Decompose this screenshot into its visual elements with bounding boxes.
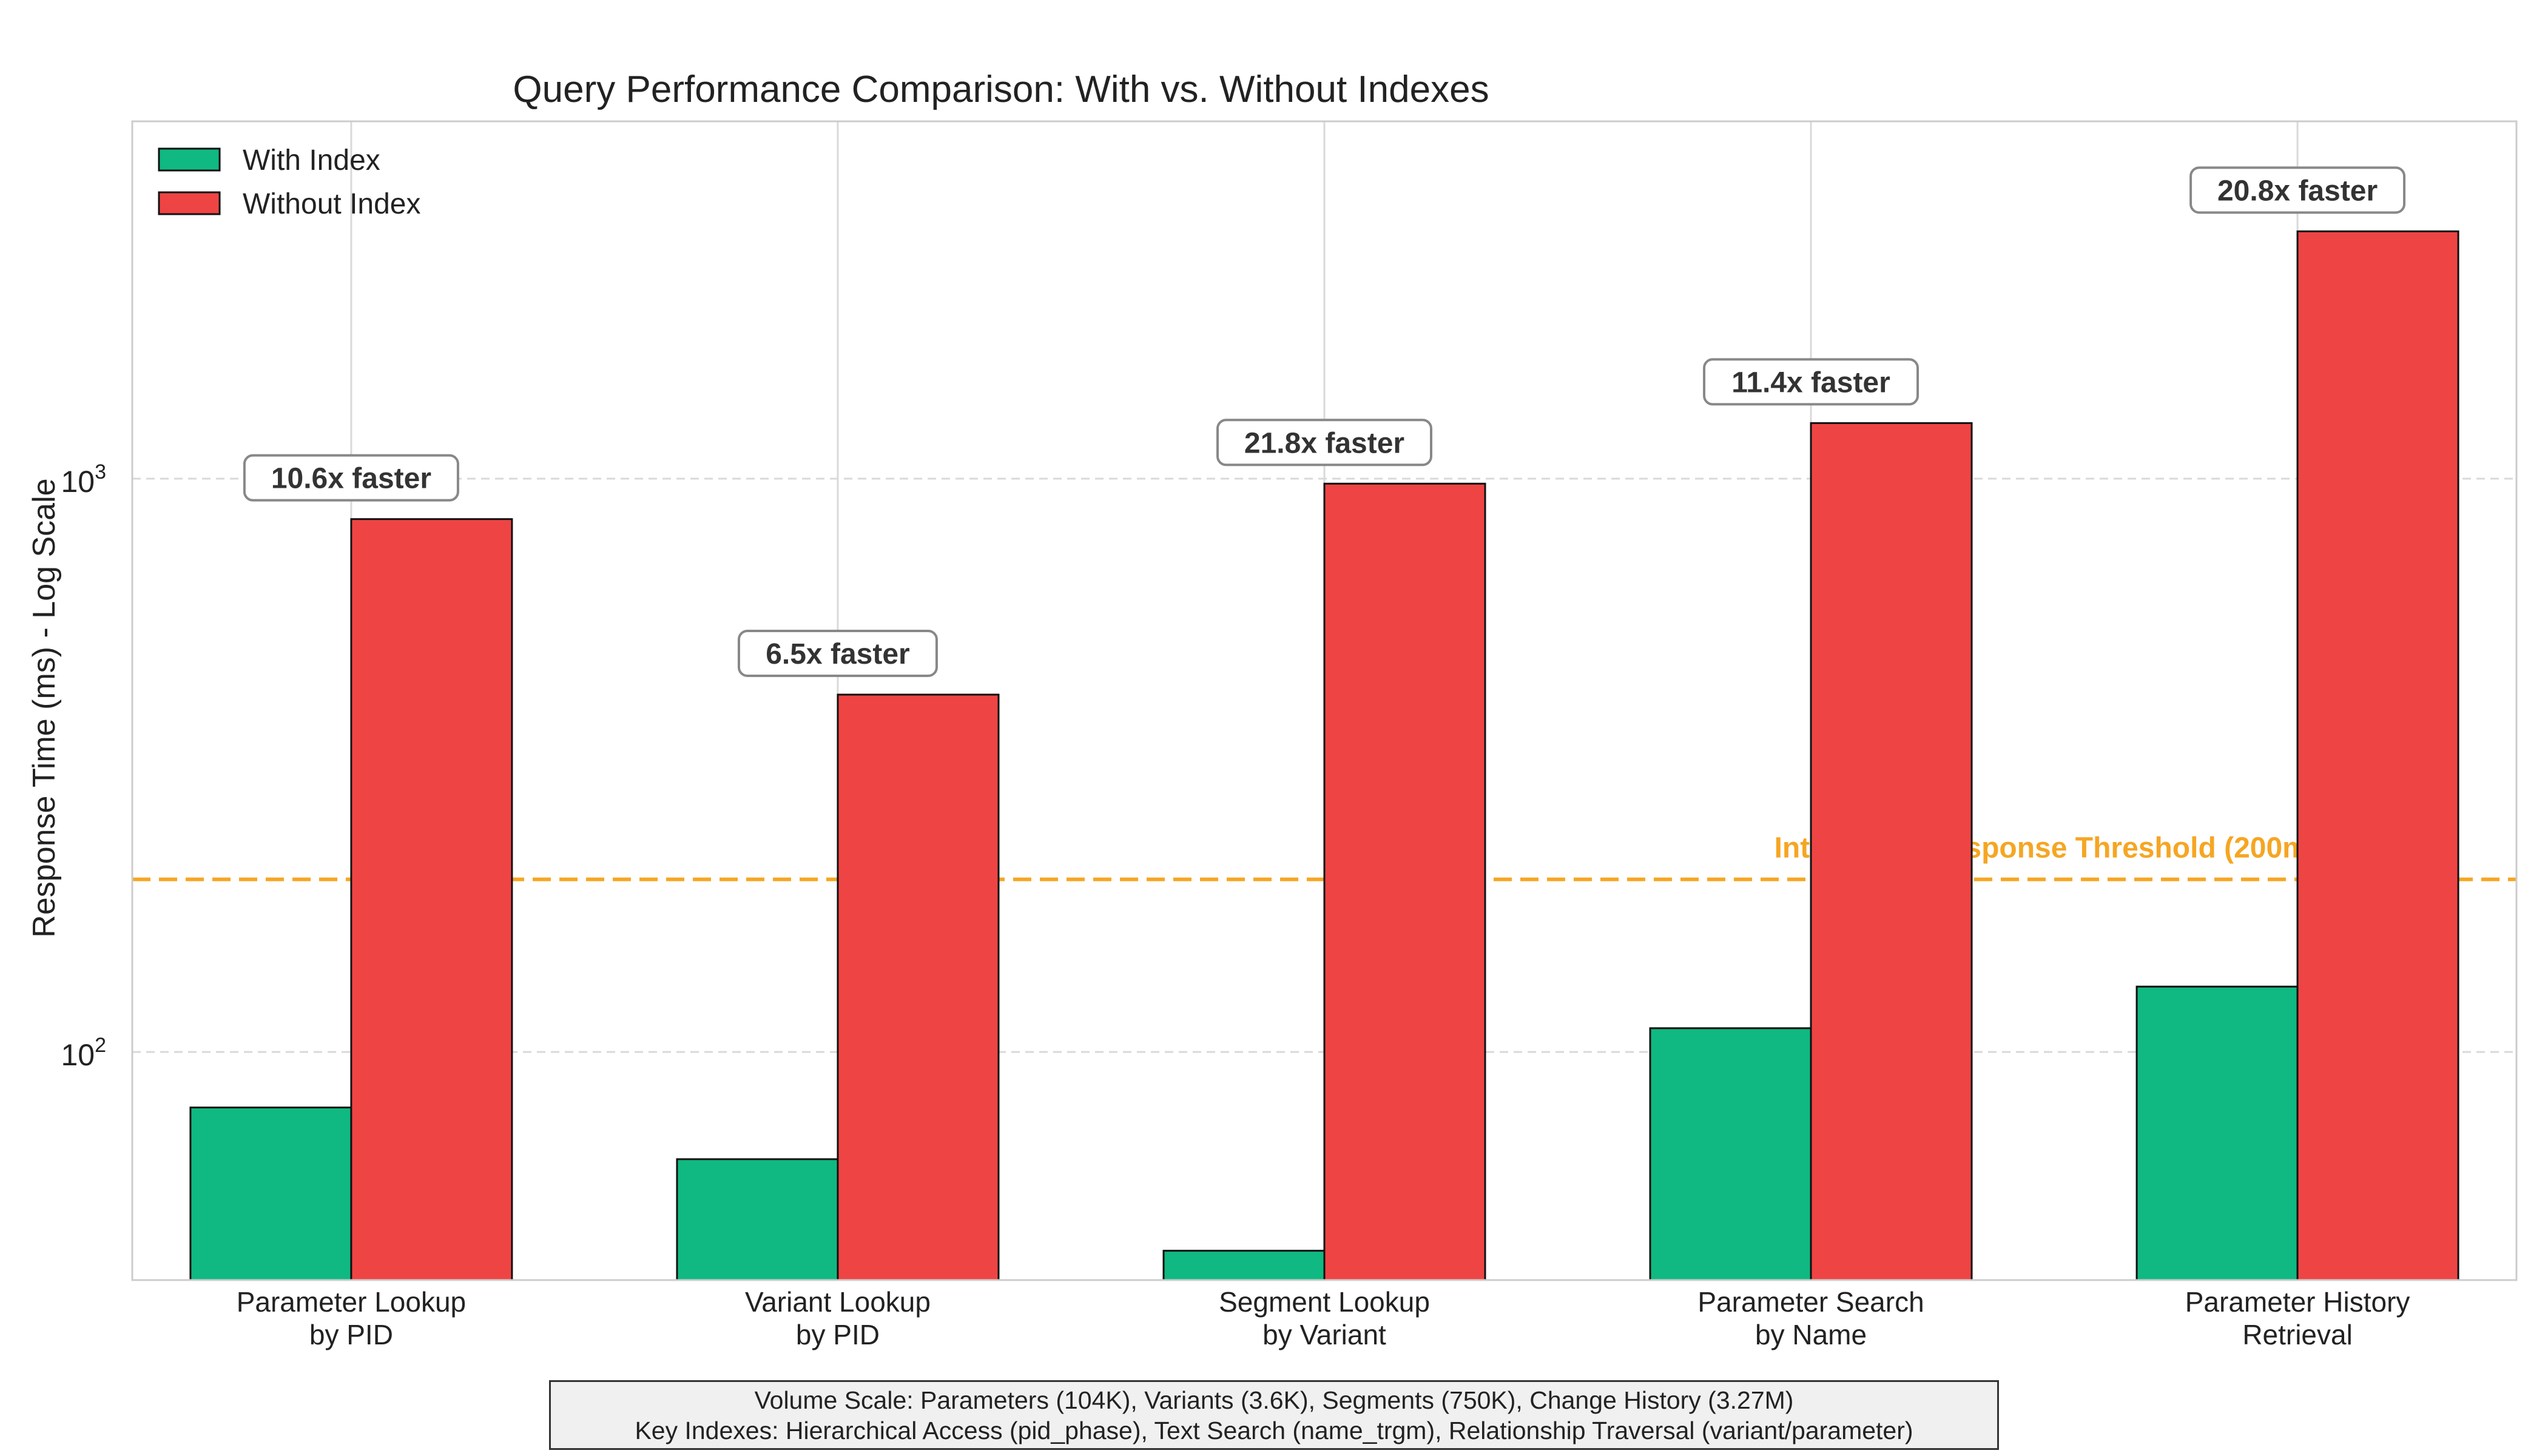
x-tick-label-4: Parameter History Retrieval [2185, 1286, 2410, 1350]
x-tick-label-3: Parameter Search by Name [1697, 1286, 1924, 1350]
footnote-box: Volume Scale: Parameters (104K), Variant… [549, 1380, 1999, 1450]
annotation-label-3: 11.4x faster [1731, 366, 1890, 399]
bar-with-index-4 [2135, 985, 2299, 1281]
annotation-label-1: 6.5x faster [766, 638, 910, 670]
chart-title: Query Performance Comparison: With vs. W… [513, 69, 1489, 110]
footnote-line-2: Key Indexes: Hierarchical Access (pid_ph… [635, 1416, 1913, 1444]
y-tick-label-0: 102 [61, 1034, 106, 1072]
x-tick-label-1: Variant Lookup by PID [745, 1286, 931, 1350]
annotation-box-2 [1216, 419, 1432, 467]
bar-without-index-1 [837, 693, 1000, 1281]
annotation-label-4: 20.8x faster [2217, 175, 2378, 207]
y-tick-label-1: 103 [61, 460, 106, 499]
annotation-box-1 [737, 629, 938, 677]
bar-without-index-3 [1810, 422, 1973, 1281]
bar-with-index-3 [1649, 1027, 1812, 1281]
x-tick-labels: Parameter Lookup by PID Variant Lookup by P… [237, 1286, 2410, 1350]
bar-with-index-2 [1162, 1250, 1326, 1281]
x-tick-label-0: Parameter Lookup by PID [237, 1286, 466, 1350]
plot-frame [131, 120, 2518, 1281]
legend-swatch-1 [158, 191, 221, 215]
annotation-box-3 [1703, 358, 1919, 406]
y-axis-label: Response Time (ms) - Log Scale [27, 478, 62, 937]
bar-with-index-0 [189, 1107, 352, 1281]
annotation-box-0 [243, 454, 459, 502]
bar-without-index-0 [350, 518, 513, 1281]
bar-with-index-1 [676, 1158, 839, 1281]
annotation-label-0: 10.6x faster [271, 463, 431, 495]
speedup-annotations: 10.6x faster 6.5x faster 21.8x faster 11.4x… [243, 166, 2406, 677]
bar-without-index-4 [2296, 230, 2459, 1281]
x-tick-label-2: Segment Lookup by Variant [1219, 1286, 1430, 1350]
annotation-label-2: 21.8x faster [1244, 427, 1404, 459]
legend-swatch-0 [158, 147, 221, 172]
footnote-line-1: Volume Scale: Parameters (104K), Variant… [754, 1386, 1794, 1414]
bars [189, 230, 2459, 1281]
legend-label-1: Without Index [243, 188, 420, 220]
legend-label-0: With Index [243, 144, 380, 177]
bar-without-index-2 [1323, 482, 1486, 1281]
annotation-box-4 [2189, 166, 2406, 214]
y-tick-labels: 102 103 [61, 460, 106, 1072]
legend: With Index Without Index [158, 144, 420, 220]
